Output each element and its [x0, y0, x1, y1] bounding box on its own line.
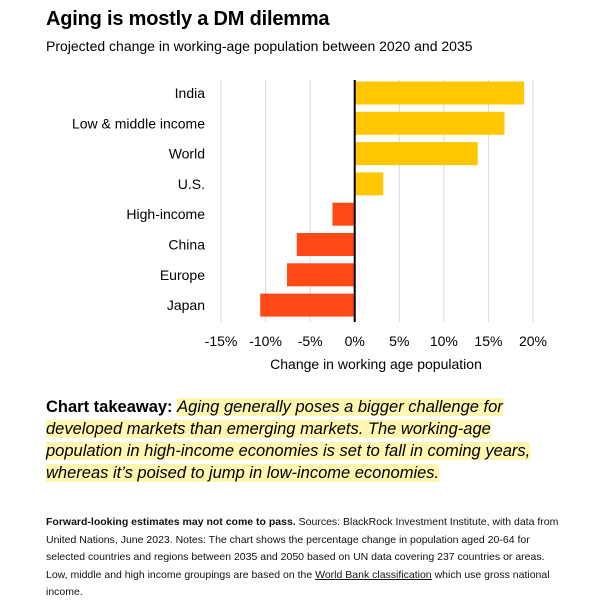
bar-india — [354, 81, 525, 105]
bar-europe — [286, 263, 355, 287]
x-tick-label: 20% — [519, 333, 547, 349]
bar-china — [296, 233, 355, 256]
x-axis-label: Change in working age population — [270, 356, 482, 372]
category-label: U.S. — [178, 176, 205, 192]
category-label: High-income — [126, 206, 205, 222]
x-tick-label: -5% — [298, 333, 323, 349]
x-tick-label: -10% — [249, 333, 282, 349]
footnote: Forward-looking estimates may not come t… — [46, 514, 566, 602]
chart-subtitle: Projected change in working-age populati… — [46, 38, 473, 54]
bar-high-income — [332, 202, 355, 226]
bar-low-middle-income — [354, 111, 505, 135]
footnote-text: Sources: BlackRock Investment Institute,… — [46, 516, 559, 581]
category-label: China — [168, 237, 205, 253]
x-tick-label: 5% — [389, 333, 409, 349]
x-tick-label: -15% — [205, 333, 238, 349]
category-label: Europe — [160, 267, 205, 283]
category-label: Japan — [167, 297, 205, 313]
category-label: India — [175, 85, 206, 101]
footnote-lead: Forward-looking estimates may not come t… — [46, 516, 296, 528]
bar-chart: India Low & middle income World U.S. High-in… — [72, 80, 547, 372]
category-label: World — [169, 146, 205, 162]
footnote-tail: which use gross national income. — [46, 568, 550, 599]
bar-u-s — [354, 172, 384, 196]
x-tick-label: 0% — [345, 333, 365, 349]
world-bank-link[interactable]: World Bank classification — [315, 568, 432, 581]
takeaway-label: Chart takeaway: — [46, 398, 173, 416]
chart-takeaway: Chart takeaway: Aging generally poses a … — [46, 396, 566, 484]
bar-japan — [260, 293, 355, 317]
x-tick-label: 10% — [430, 333, 458, 349]
bar-world — [354, 142, 478, 166]
x-tick-label: 15% — [474, 333, 502, 349]
chart-title: Aging is mostly a DM dilemma — [46, 8, 330, 30]
category-label: Low & middle income — [72, 115, 205, 131]
